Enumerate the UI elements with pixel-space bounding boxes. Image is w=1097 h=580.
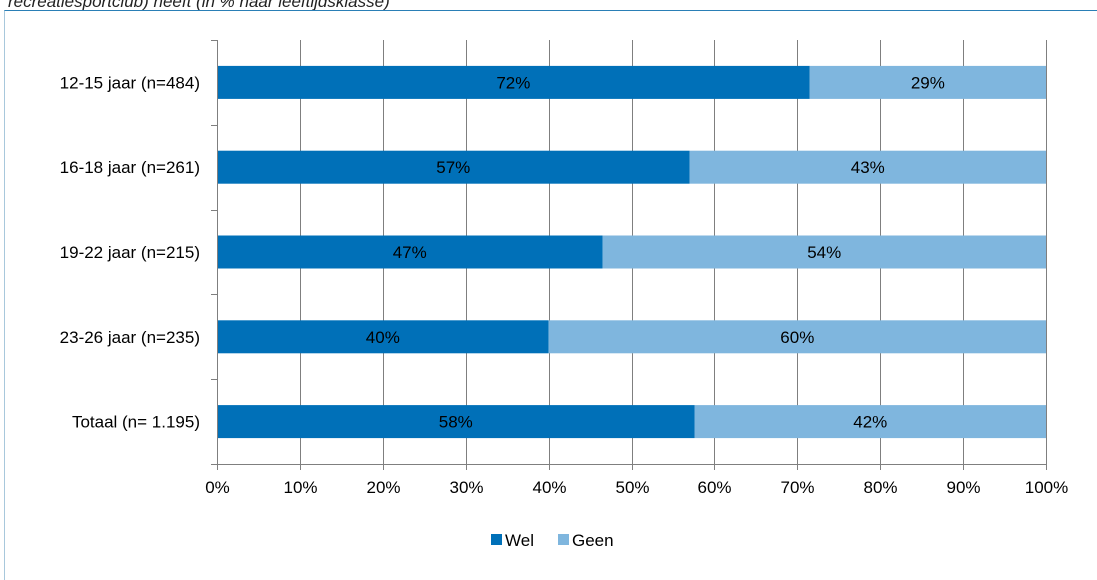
- data-label-wel: 72%: [496, 73, 530, 92]
- x-tick-label: 20%: [366, 478, 400, 497]
- stacked-bar-chart: 0% 10% 20% 30% 40% 50% 60% 70% 80% 90% 100% 12-15 j…: [60, 40, 1069, 550]
- data-label-geen: 42%: [853, 413, 887, 432]
- x-tick-label: 30%: [449, 478, 483, 497]
- category-label: 12-15 jaar (n=484): [60, 73, 200, 92]
- x-tick-label: 40%: [532, 478, 566, 497]
- bars: [217, 65, 1046, 439]
- x-tick-label: 100%: [1025, 478, 1068, 497]
- x-tick-label: 90%: [946, 478, 980, 497]
- data-label-wel: 40%: [366, 328, 400, 347]
- legend-swatch-geen: [558, 534, 569, 545]
- bar-wel: [217, 150, 690, 184]
- legend: Wel Geen: [491, 531, 614, 550]
- bar-wel: [217, 320, 549, 354]
- bar-geen: [809, 65, 1046, 99]
- x-tick-label: 80%: [863, 478, 897, 497]
- data-label-wel: 57%: [436, 158, 470, 177]
- x-tick-label: 70%: [780, 478, 814, 497]
- category-label: Totaal (n= 1.195): [72, 413, 200, 432]
- chart-caption: recreatiesportclub) heeft (in % naar lee…: [8, 0, 390, 11]
- bar-geen: [602, 235, 1046, 269]
- x-tick-label: 60%: [697, 478, 731, 497]
- data-label-geen: 54%: [807, 243, 841, 262]
- chart-frame: [4, 10, 1097, 580]
- x-tick-label: 0%: [205, 478, 230, 497]
- x-tick-label: 10%: [283, 478, 317, 497]
- bar-wel: [217, 405, 695, 439]
- bar-geen: [694, 405, 1046, 439]
- data-label-wel: 47%: [393, 243, 427, 262]
- bar-wel: [217, 235, 603, 269]
- data-label-geen: 60%: [780, 328, 814, 347]
- bar-wel: [217, 65, 810, 99]
- category-label: 16-18 jaar (n=261): [60, 158, 200, 177]
- bar-geen: [548, 320, 1046, 354]
- axes: [211, 40, 1047, 470]
- legend-label-wel: Wel: [505, 531, 534, 550]
- category-label: 19-22 jaar (n=215): [60, 243, 200, 262]
- legend-swatch-wel: [491, 534, 502, 545]
- labels: 0% 10% 20% 30% 40% 50% 60% 70% 80% 90% 100% 12-15 j…: [60, 73, 1069, 497]
- bar-geen: [689, 150, 1046, 184]
- data-label-wel: 58%: [439, 413, 473, 432]
- x-tick-label: 50%: [615, 478, 649, 497]
- category-label: 23-26 jaar (n=235): [60, 328, 200, 347]
- data-label-geen: 43%: [851, 158, 885, 177]
- legend-label-geen: Geen: [572, 531, 614, 550]
- data-label-geen: 29%: [911, 73, 945, 92]
